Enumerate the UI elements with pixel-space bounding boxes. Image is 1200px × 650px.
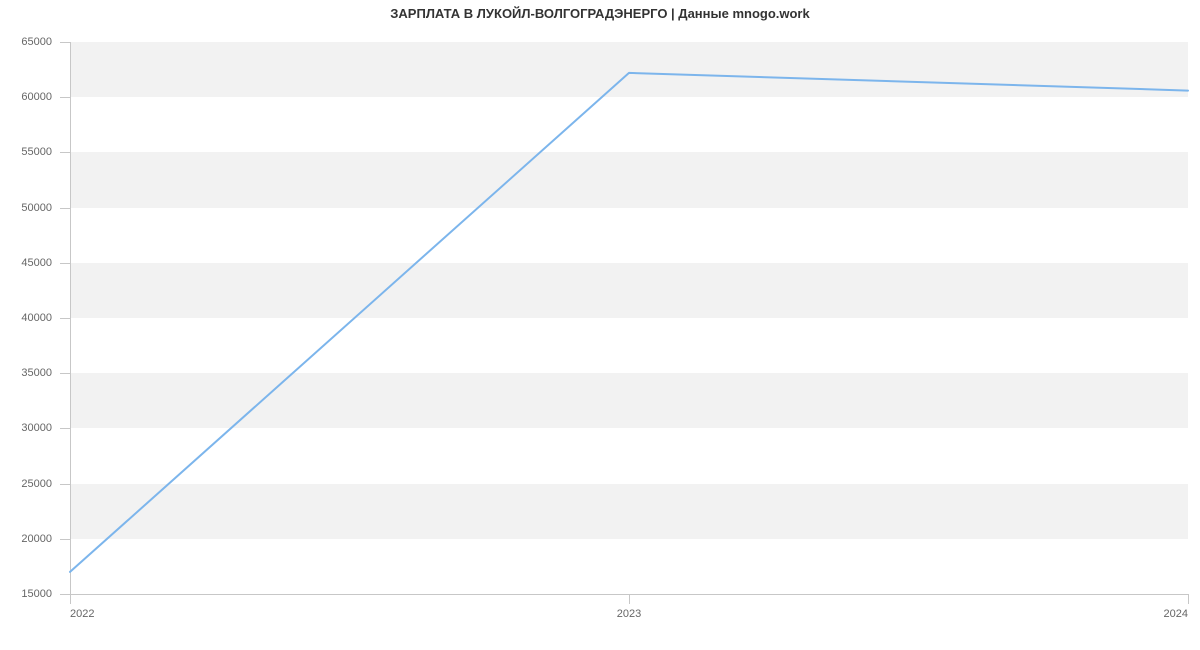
y-tick bbox=[60, 263, 70, 264]
y-tick-label: 35000 bbox=[4, 367, 52, 379]
y-tick-label: 15000 bbox=[4, 588, 52, 600]
y-tick-label: 20000 bbox=[4, 533, 52, 545]
y-tick bbox=[60, 318, 70, 319]
y-tick bbox=[60, 484, 70, 485]
y-tick-label: 65000 bbox=[4, 36, 52, 48]
y-tick-label: 60000 bbox=[4, 91, 52, 103]
plot-area: 1500020000250003000035000400004500050000… bbox=[70, 42, 1188, 594]
salary-line-chart: ЗАРПЛАТА В ЛУКОЙЛ-ВОЛГОГРАДЭНЕРГО | Данн… bbox=[0, 0, 1200, 650]
y-tick-label: 45000 bbox=[4, 257, 52, 269]
y-tick-label: 40000 bbox=[4, 312, 52, 324]
y-tick bbox=[60, 97, 70, 98]
series-salary bbox=[70, 73, 1188, 572]
x-tick bbox=[70, 594, 71, 604]
y-tick bbox=[60, 42, 70, 43]
y-tick bbox=[60, 373, 70, 374]
y-tick-label: 25000 bbox=[4, 478, 52, 490]
x-tick-label: 2023 bbox=[617, 608, 641, 620]
y-tick bbox=[60, 208, 70, 209]
y-tick-label: 30000 bbox=[4, 422, 52, 434]
y-tick-label: 55000 bbox=[4, 146, 52, 158]
y-tick bbox=[60, 539, 70, 540]
x-tick bbox=[629, 594, 630, 604]
chart-title: ЗАРПЛАТА В ЛУКОЙЛ-ВОЛГОГРАДЭНЕРГО | Данн… bbox=[0, 6, 1200, 21]
x-tick bbox=[1188, 594, 1189, 604]
series-layer bbox=[70, 42, 1188, 594]
y-tick bbox=[60, 428, 70, 429]
y-tick bbox=[60, 152, 70, 153]
y-tick bbox=[60, 594, 70, 595]
x-tick-label: 2024 bbox=[1164, 608, 1188, 620]
y-tick-label: 50000 bbox=[4, 202, 52, 214]
x-tick-label: 2022 bbox=[70, 608, 94, 620]
